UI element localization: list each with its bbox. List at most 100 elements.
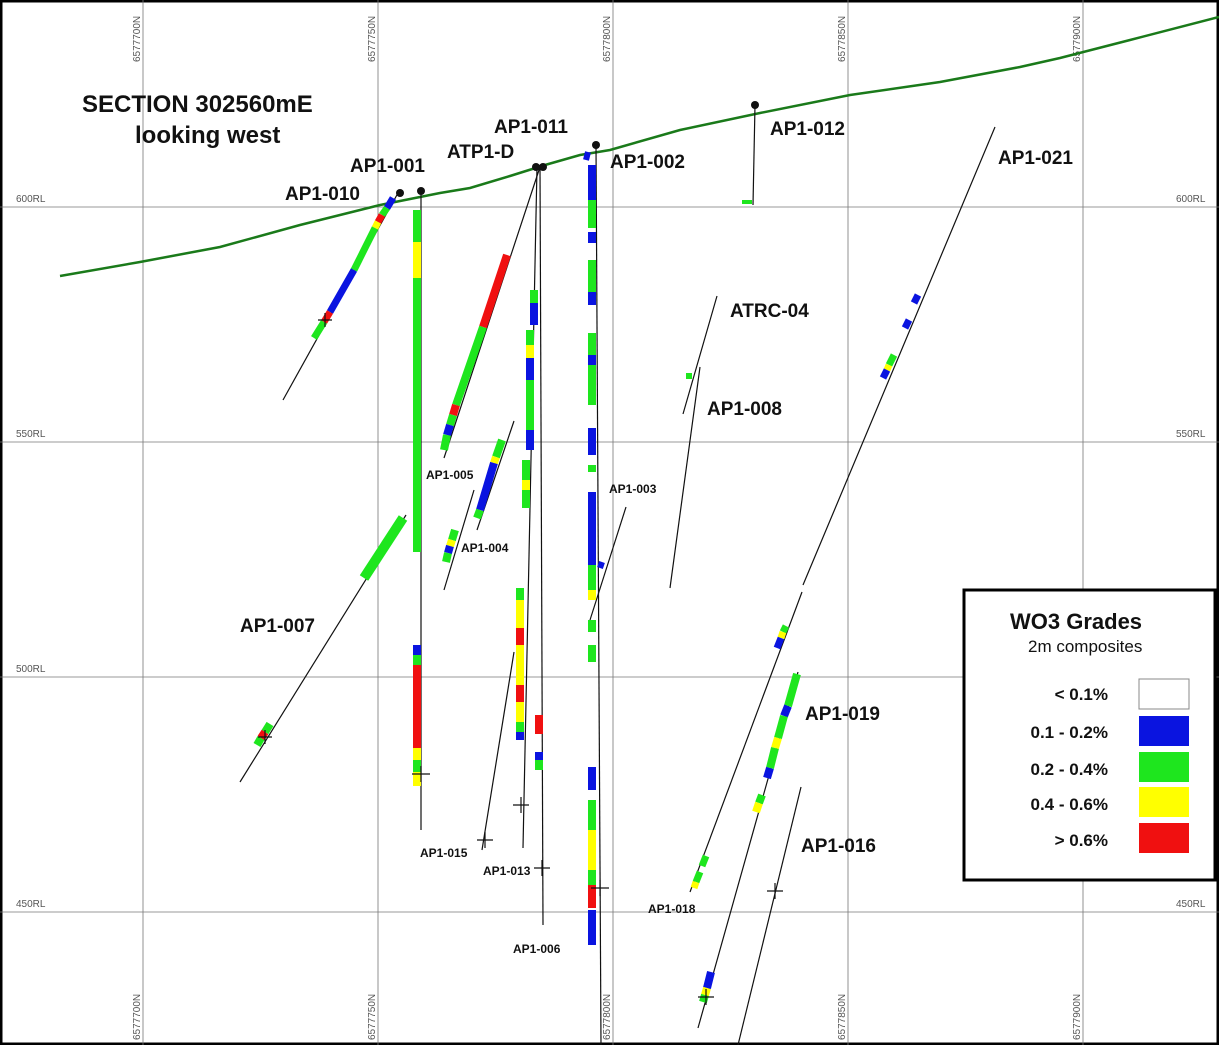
assay-interval-yellow xyxy=(690,880,700,890)
hole-label-atrc-04: ATRC-04 xyxy=(730,301,809,322)
end-of-hole-cross xyxy=(534,860,550,876)
trace-atrc-04 xyxy=(682,295,718,415)
northing-label-bottom: 6577850N xyxy=(837,994,848,1040)
assay-interval-yellow xyxy=(371,220,382,230)
legend-label: 0.2 - 0.4% xyxy=(1031,760,1109,779)
hole-label-ap1-011: AP1-011 xyxy=(494,117,568,138)
collar-ap1-001 xyxy=(417,187,425,195)
hole-label-ap1-010: AP1-010 xyxy=(285,184,360,205)
assay-interval-blue xyxy=(879,368,891,380)
legend-label: > 0.6% xyxy=(1055,831,1108,850)
assay-interval-green xyxy=(766,747,779,769)
rl-label-left: 500RL xyxy=(16,664,46,675)
assay-interval-blue xyxy=(703,971,715,989)
collar-ap1-002 xyxy=(592,141,600,149)
assay-interval-blue xyxy=(910,293,922,305)
end-of-hole-cross xyxy=(513,797,529,813)
assay-interval-blue xyxy=(383,196,397,210)
legend-title: WO3 Grades xyxy=(1010,609,1142,634)
assay-interval-red xyxy=(449,403,460,417)
hole-label-ap1-006: AP1-006 xyxy=(513,942,561,956)
legend-label: 0.1 - 0.2% xyxy=(1031,723,1109,742)
collar-markers xyxy=(396,101,759,197)
assay-interval-green xyxy=(699,993,709,1004)
northing-label-top: 6577700N xyxy=(132,16,143,62)
end-of-hole-cross xyxy=(767,883,783,899)
assay-interval-blue xyxy=(780,704,792,718)
end-of-hole-cross xyxy=(591,880,609,896)
assay-interval-green xyxy=(350,226,379,272)
hole-label-ap1-019: AP1-019 xyxy=(805,704,880,725)
assay-interval-blue xyxy=(773,636,785,650)
assay-interval-blue xyxy=(763,766,774,780)
assay-interval-green xyxy=(311,320,327,340)
assay-interval-green xyxy=(784,672,801,708)
legend-swatch xyxy=(1139,716,1189,746)
collar-ap1-012 xyxy=(751,101,759,109)
assay-intervals xyxy=(253,151,922,1004)
assay-interval-yellow xyxy=(777,630,787,640)
hole-label-ap1-004: AP1-004 xyxy=(461,541,509,555)
assay-interval-green xyxy=(452,325,487,407)
trace-ap1-021 xyxy=(802,126,996,586)
assay-interval-blue xyxy=(597,561,605,569)
legend-swatch xyxy=(1138,678,1190,710)
assay-interval-blue xyxy=(583,151,591,161)
hole-label-ap1-015: AP1-015 xyxy=(420,846,468,860)
assay-interval-yellow xyxy=(883,363,893,372)
assay-interval-yellow xyxy=(752,801,763,814)
section-title: SECTION 302560mE xyxy=(82,91,313,118)
northing-label-bottom: 6577800N xyxy=(602,994,613,1040)
northing-label-bottom: 6577700N xyxy=(132,994,143,1040)
assay-interval-green xyxy=(779,624,790,634)
hole-label-ap1-007: AP1-007 xyxy=(240,616,315,637)
trace-ap1-003 xyxy=(589,506,627,621)
end-of-hole-markers xyxy=(258,313,783,1005)
trace-ap1-004 xyxy=(443,489,475,591)
hole-label-ap1-002: AP1-002 xyxy=(610,152,685,173)
hole-label-ap1-001: AP1-001 xyxy=(350,156,425,177)
assay-interval-green xyxy=(448,528,459,542)
trace-ap1-012 xyxy=(752,104,756,206)
end-of-hole-cross xyxy=(698,989,714,1005)
assay-interval-green xyxy=(774,714,788,740)
northing-label-top: 6577850N xyxy=(837,16,848,62)
collar-ap1-011 xyxy=(539,163,547,171)
legend-label: 0.4 - 0.6% xyxy=(1031,795,1109,814)
hole-label-ap1-008: AP1-008 xyxy=(707,399,782,420)
northing-label-top: 6577750N xyxy=(367,16,378,62)
end-of-hole-cross xyxy=(318,313,332,327)
northing-label-top: 6577900N xyxy=(1072,16,1083,62)
assay-interval-green xyxy=(698,854,710,868)
section-subtitle: looking west xyxy=(135,122,280,149)
assay-interval-blue xyxy=(901,318,913,330)
legend-swatch xyxy=(1139,752,1189,782)
northing-label-top: 6577800N xyxy=(602,16,613,62)
hole-label-ap1-016: AP1-016 xyxy=(801,836,876,857)
trace-ap1-015 xyxy=(481,651,515,851)
rl-label-right: 450RL xyxy=(1176,899,1206,910)
assay-interval-blue xyxy=(443,423,454,437)
assay-interval-green xyxy=(440,434,451,451)
rl-label-left: 450RL xyxy=(16,899,46,910)
assay-interval-blue xyxy=(444,544,454,555)
rl-label-left: 600RL xyxy=(16,194,46,205)
end-of-hole-cross xyxy=(412,766,430,782)
assay-interval-green xyxy=(692,870,704,884)
assay-interval-green xyxy=(492,438,506,459)
rl-label-left: 550RL xyxy=(16,429,46,440)
legend-label: < 0.1% xyxy=(1055,685,1108,704)
collar-ap1-010 xyxy=(396,189,404,197)
hole-label-atp1-d: ATP1-D xyxy=(447,142,514,163)
assay-interval-red xyxy=(479,253,511,329)
hole-label-ap1-021: AP1-021 xyxy=(998,148,1073,169)
trace-ap1-008 xyxy=(669,366,701,589)
trace-ap1-011-a xyxy=(539,166,544,926)
legend-subtitle: 2m composites xyxy=(1028,637,1142,656)
end-of-hole-cross xyxy=(258,730,272,744)
assay-interval-green xyxy=(885,353,898,367)
legend-swatch xyxy=(1139,787,1189,817)
hole-label-ap1-018: AP1-018 xyxy=(648,902,696,916)
